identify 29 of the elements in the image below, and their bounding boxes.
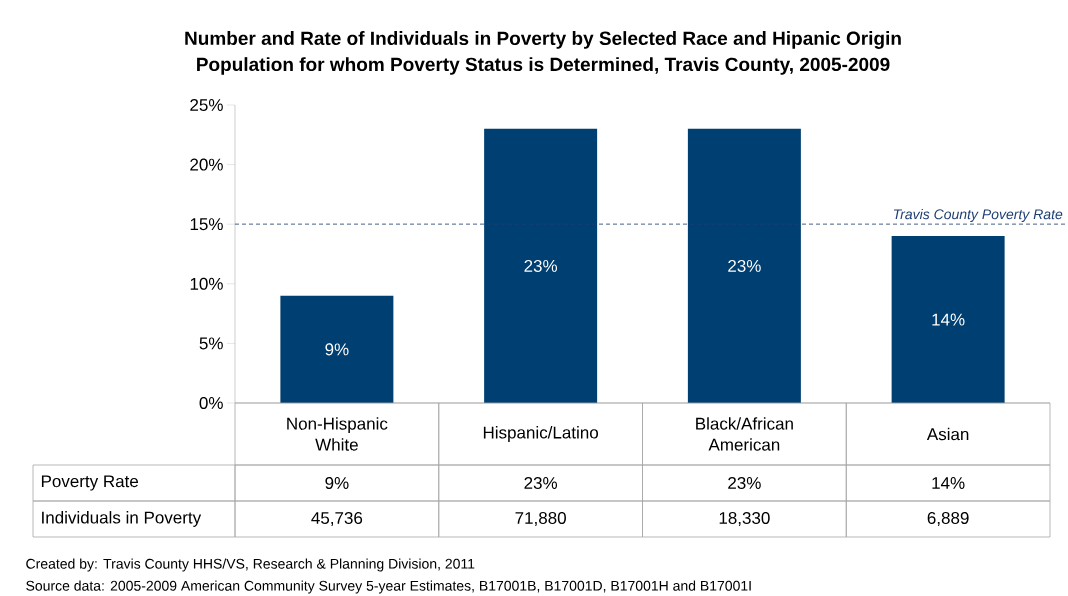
text: Created by: Travis County HHS/VS, Research & Planning Division, 2011 xyxy=(26,558,475,572)
text: Poverty Rate xyxy=(41,475,139,491)
source-note: Source data: 2005-2009 American Community Survey 5-year Estimates, B17001B, B17001D, B17001H and B17001I xyxy=(26,580,751,594)
y-tick-label: 15% xyxy=(190,218,223,231)
y-tick-label: 0% xyxy=(199,396,223,410)
x-tick-label: Non-Hispanic White xyxy=(287,417,388,451)
data-label: 23% xyxy=(524,476,558,490)
data-label: 23% xyxy=(728,476,761,490)
text: 23% xyxy=(524,259,558,272)
x-tick-label: Black/African American xyxy=(696,417,793,451)
text: 23% xyxy=(728,259,761,272)
y-tick-label: 25% xyxy=(190,98,223,112)
text: 71,880 xyxy=(515,511,566,527)
text: Individuals in Poverty xyxy=(42,511,202,527)
text: 9% xyxy=(325,343,349,356)
chart-subtitle: Population for whom Poverty Status is Determined, Travis County, 2005-2009 xyxy=(197,57,890,75)
text: 45,736 xyxy=(311,511,363,527)
y-tick-label: 20% xyxy=(190,158,223,171)
x-tick-label: Hispanic/Latino xyxy=(483,426,599,442)
text: 14% xyxy=(932,313,965,326)
text: 18,330 xyxy=(719,511,770,527)
x-tick-label: Asian xyxy=(926,427,969,441)
y-tick-label: 5% xyxy=(199,337,223,350)
ref-line-label: Travis County Poverty Rate xyxy=(893,208,1063,222)
data-label: 9% xyxy=(325,476,349,490)
text: 6,889 xyxy=(927,511,969,527)
y-tick-label: 10% xyxy=(190,277,223,290)
data-label: 14% xyxy=(932,477,965,489)
chart-title: Number and Rate of Individuals in Poverty by Selected Race and Hipanic Origin xyxy=(185,31,901,49)
